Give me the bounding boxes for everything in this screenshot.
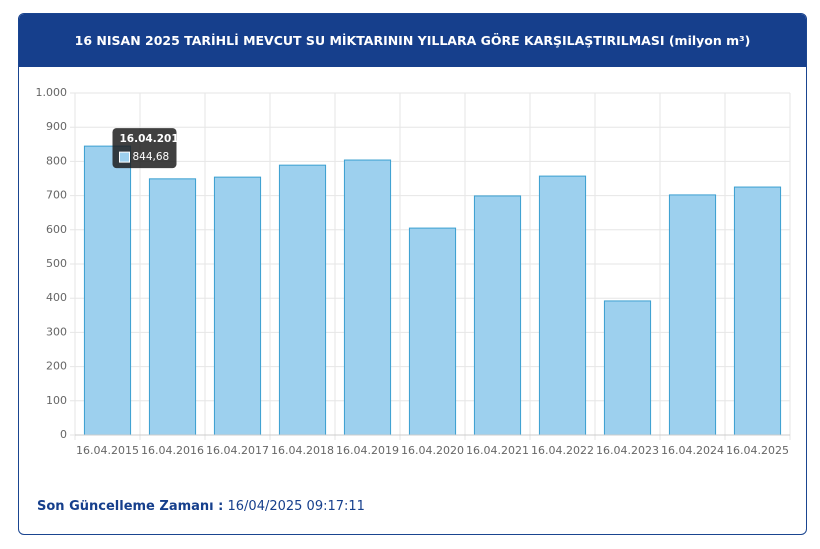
x-tick-label: 16.04.2020 bbox=[401, 444, 464, 457]
x-tick-label: 16.04.2024 bbox=[661, 444, 724, 457]
x-tick-label: 16.04.2019 bbox=[336, 444, 399, 457]
header-title: 16 NISAN 2025 TARİHLİ MEVCUT SU MİKTARIN… bbox=[19, 14, 806, 67]
y-tick-label: 600 bbox=[46, 223, 67, 236]
bar bbox=[278, 164, 327, 436]
bar bbox=[473, 195, 522, 436]
y-tick-label: 700 bbox=[46, 189, 67, 202]
x-tick-label: 16.04.2025 bbox=[726, 444, 789, 457]
footer-value: 16/04/2025 09:17:11 bbox=[227, 499, 365, 514]
tooltip: 16.04.2015 844,68 bbox=[112, 128, 186, 169]
y-tick-label: 300 bbox=[46, 325, 67, 338]
y-tick-label: 100 bbox=[46, 394, 67, 407]
x-tick-label: 16.04.2018 bbox=[271, 444, 334, 457]
tooltip-value: 844,68 bbox=[133, 151, 170, 163]
bar bbox=[538, 175, 587, 436]
footer: Son Güncelleme Zamanı : 16/04/2025 09:17… bbox=[37, 499, 365, 514]
bar bbox=[408, 227, 457, 436]
tooltip-title: 16.04.2015 bbox=[120, 133, 186, 145]
card: 16 NISAN 2025 TARİHLİ MEVCUT SU MİKTARIN… bbox=[18, 13, 807, 535]
x-tick-label: 16.04.2015 bbox=[76, 444, 139, 457]
y-tick-label: 200 bbox=[46, 360, 67, 373]
footer-label: Son Güncelleme Zamanı : bbox=[37, 499, 224, 514]
x-tick-label: 16.04.2017 bbox=[206, 444, 269, 457]
y-tick-label: 1.000 bbox=[36, 86, 68, 99]
bar bbox=[603, 300, 652, 436]
bar bbox=[343, 159, 392, 436]
bar bbox=[213, 176, 262, 436]
tooltip-swatch bbox=[119, 151, 130, 163]
y-tick-label: 400 bbox=[46, 291, 67, 304]
y-tick-label: 500 bbox=[46, 257, 67, 270]
bar bbox=[148, 178, 197, 436]
x-tick-label: 16.04.2021 bbox=[466, 444, 529, 457]
y-tick-label: 0 bbox=[60, 428, 67, 441]
y-tick-label: 800 bbox=[46, 154, 67, 167]
bar bbox=[83, 145, 132, 436]
x-tick-label: 16.04.2022 bbox=[531, 444, 594, 457]
x-tick-label: 16.04.2016 bbox=[141, 444, 204, 457]
x-tick-label: 16.04.2023 bbox=[596, 444, 659, 457]
bar bbox=[733, 186, 782, 436]
y-tick-label: 900 bbox=[46, 120, 67, 133]
bar bbox=[668, 194, 717, 436]
